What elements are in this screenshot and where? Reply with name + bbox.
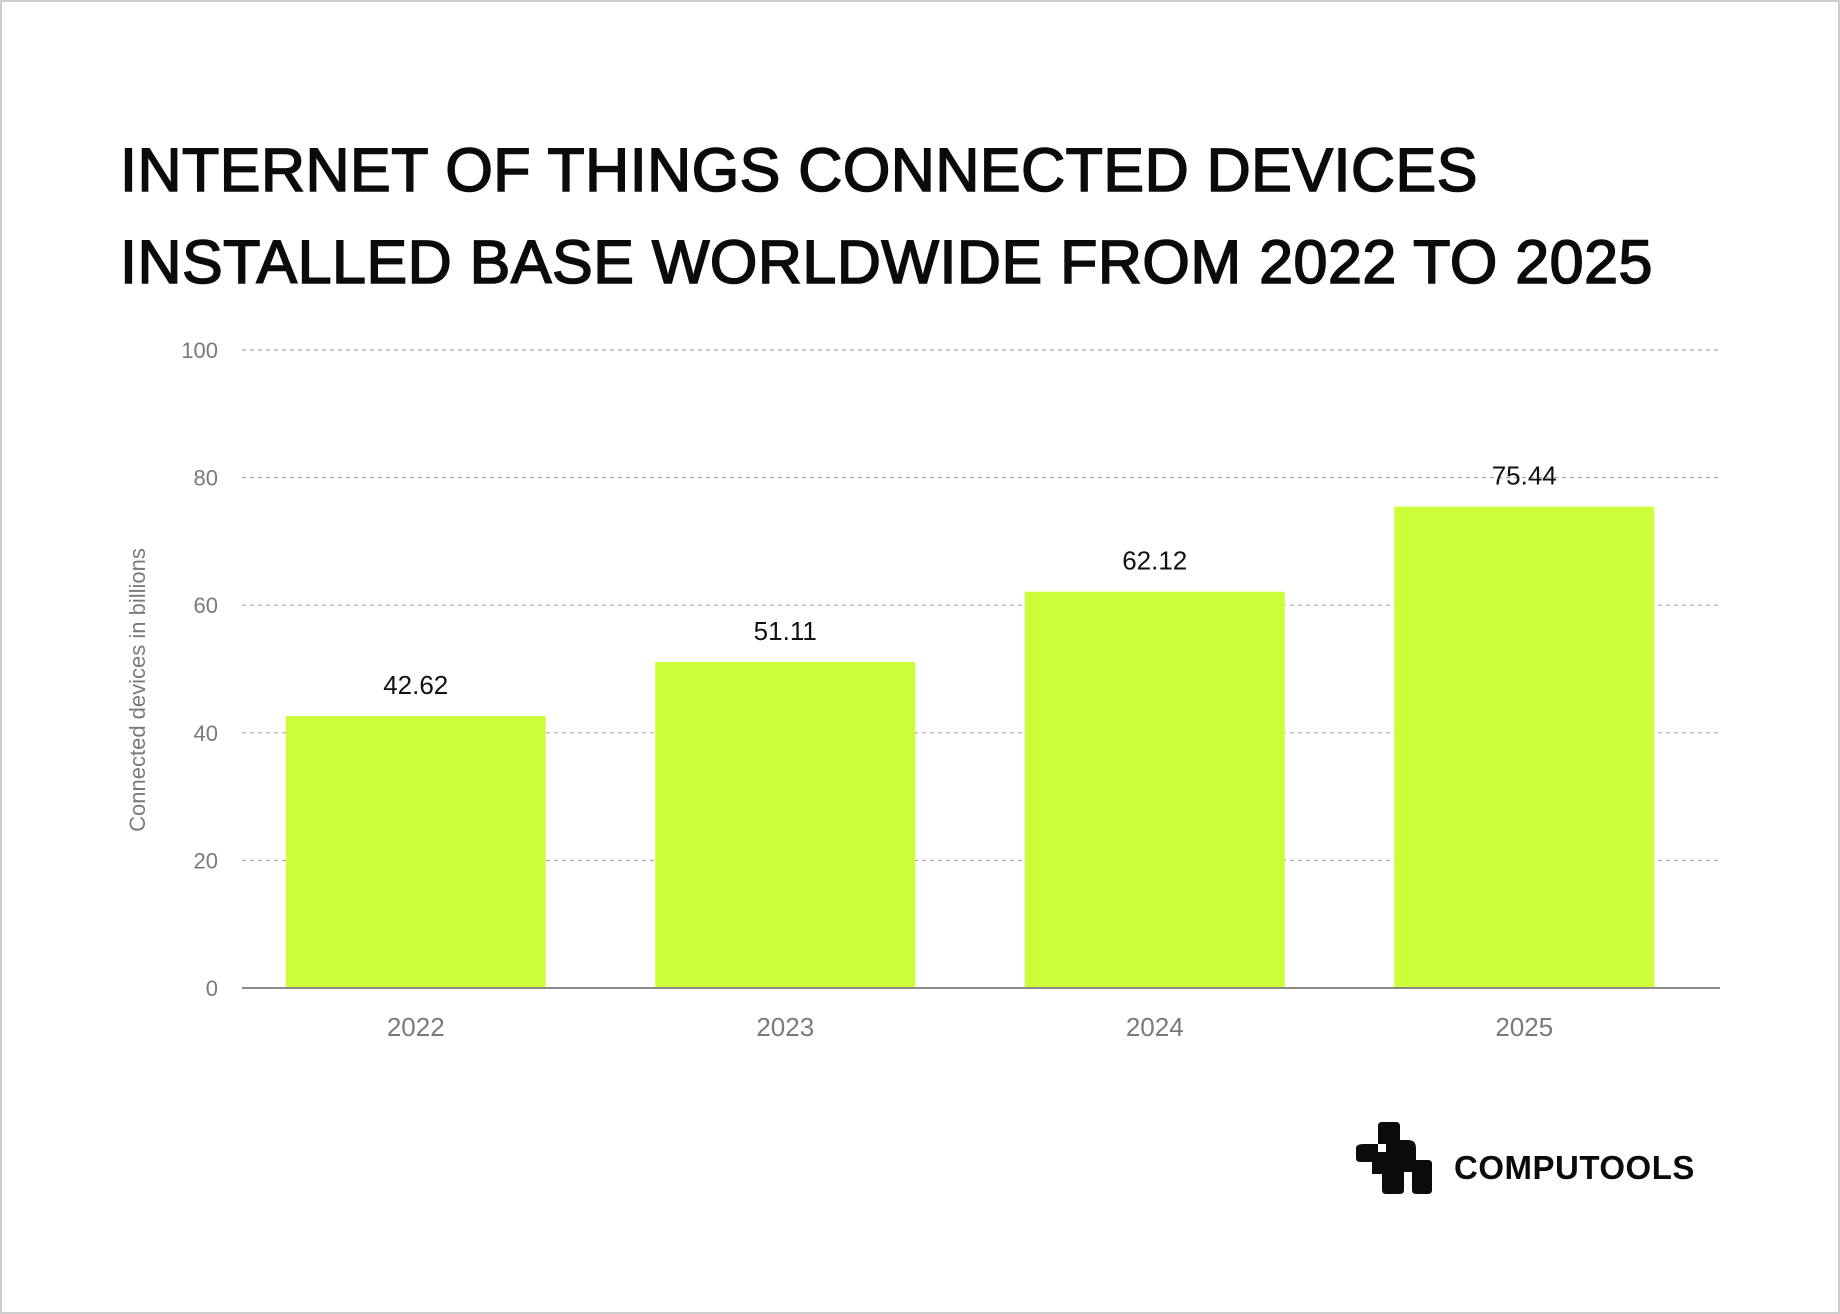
data-label: 51.11 (754, 616, 817, 646)
y-tick-label: 80 (194, 466, 218, 491)
x-tick-label: 2022 (387, 1012, 445, 1042)
chart-title-line-2: INSTALLED BASE WORLDWIDE FROM 2022 TO 20… (119, 227, 1653, 297)
bar (655, 661, 916, 988)
y-tick-label: 0 (206, 976, 218, 1001)
chart-title: INTERNET OF THINGS CONNECTED DEVICES INS… (119, 124, 1653, 308)
y-tick-label: 60 (194, 593, 218, 618)
bars (285, 506, 1655, 988)
y-tick-label: 100 (181, 338, 218, 363)
y-tick-label: 40 (194, 721, 218, 746)
data-label: 62.12 (1122, 546, 1187, 576)
y-axis-title: Connected devices in billions (125, 548, 150, 832)
x-tick-label: 2023 (756, 1012, 814, 1042)
bar (1394, 506, 1655, 988)
brand-logo: COMPUTOOLS (1356, 1122, 1695, 1194)
computools-logo-icon (1356, 1122, 1416, 1194)
x-tick-label: 2024 (1126, 1012, 1184, 1042)
computools-logo-icon-part (1412, 1160, 1432, 1194)
x-tick-label: 2025 (1495, 1012, 1553, 1042)
brand-name: COMPUTOOLS (1454, 1149, 1695, 1186)
bar (1024, 591, 1285, 988)
gridlines (242, 349, 1720, 862)
bar (285, 716, 546, 988)
y-tick-label: 20 (194, 848, 218, 873)
data-label: 75.44 (1492, 461, 1557, 491)
labels: 0 20 40 60 80 100 42.62 2022 51.11 2023 62.12 2024 7… (125, 338, 1557, 1042)
data-label: 42.62 (383, 670, 448, 700)
chart-title-line-1: INTERNET OF THINGS CONNECTED DEVICES (119, 135, 1478, 205)
